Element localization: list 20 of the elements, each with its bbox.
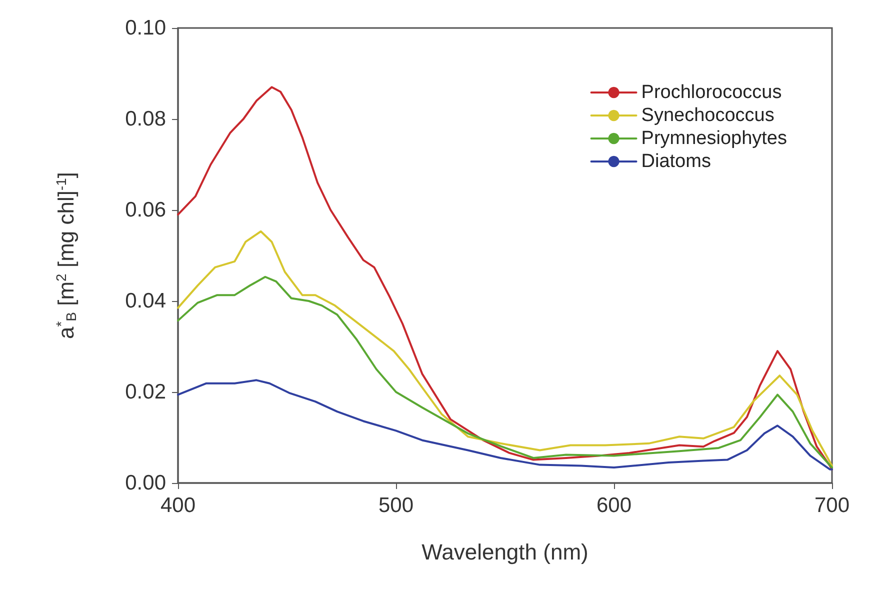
line-series: [177, 276, 833, 469]
line-series: [177, 86, 833, 470]
x-tick-label: 700: [814, 494, 850, 517]
x-tick-label: 600: [596, 494, 632, 517]
legend-label: Prymnesiophytes: [641, 128, 788, 149]
y-tick-label: 0.08: [125, 108, 166, 130]
line-series: [177, 379, 833, 470]
x-tick-label: 400: [160, 494, 196, 517]
y-tick-label: 0.10: [125, 16, 166, 40]
legend-label: Synechococcus: [641, 105, 774, 126]
legend-label: Diatoms: [641, 151, 711, 172]
y-tick-label: 0.00: [125, 472, 166, 494]
x-tick-label: 500: [378, 494, 414, 517]
legend-label: Prochlorococcus: [641, 82, 782, 103]
y-axis-title: a*B [m2 [mg chl]-1]: [53, 172, 79, 340]
y-tick-label: 0.06: [125, 198, 166, 222]
y-tick-label: 0.02: [125, 380, 166, 404]
x-axis-title: Wavelength (nm): [422, 540, 588, 564]
line-series: [177, 230, 833, 467]
y-tick-label: 0.04: [125, 290, 166, 312]
